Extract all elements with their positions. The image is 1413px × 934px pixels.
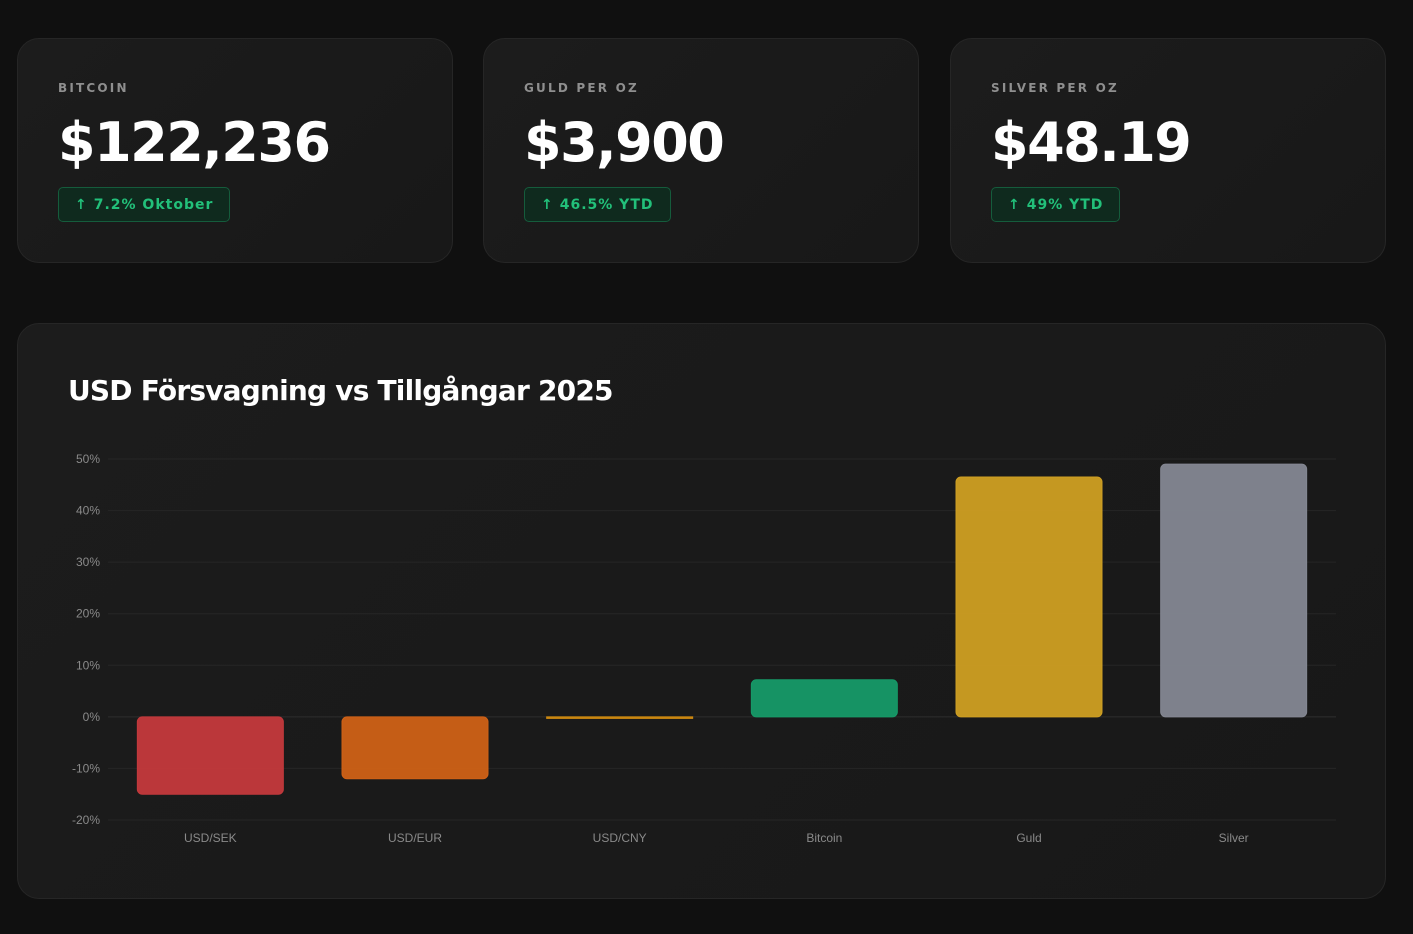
x-tick-label: USD/SEK	[184, 831, 237, 845]
bar-silver	[1160, 463, 1308, 718]
silver-change-text: 49% YTD	[1026, 196, 1104, 213]
y-tick-label: 40%	[76, 504, 100, 518]
gold-price: $3,900	[524, 111, 725, 174]
y-tick-label: 0%	[83, 710, 101, 724]
gold-change-badge: ↑ 46.5% YTD	[524, 187, 671, 222]
arrow-up-icon: ↑	[75, 196, 88, 213]
bitcoin-card: BITCOIN $122,236 ↑ 7.2% Oktober	[17, 38, 453, 263]
arrow-up-icon: ↑	[541, 196, 554, 213]
x-tick-label: Bitcoin	[806, 831, 842, 845]
bar-bitcoin	[750, 679, 898, 718]
y-tick-label: -20%	[72, 813, 100, 827]
y-tick-label: 50%	[76, 452, 100, 466]
silver-price: $48.19	[991, 111, 1192, 174]
bar-chart: 50% 40% 30% 20% 10% 0% -10% -20% USD/SEK USD/EUR U…	[72, 452, 1336, 845]
x-tick-label: Guld	[1016, 831, 1041, 845]
silver-label: SILVER PER OZ	[991, 81, 1119, 95]
x-tick-label: Silver	[1219, 831, 1249, 845]
y-tick-label: 10%	[76, 658, 100, 672]
y-tick-label: 30%	[76, 555, 100, 569]
arrow-up-icon: ↑	[1008, 196, 1021, 213]
gold-label: GULD PER OZ	[524, 81, 639, 95]
x-tick-label: USD/CNY	[593, 831, 647, 845]
bar-guld	[955, 476, 1103, 718]
bitcoin-label: BITCOIN	[58, 81, 129, 95]
silver-card: SILVER PER OZ $48.19 ↑ 49% YTD	[950, 38, 1386, 263]
bar-usd-cny	[546, 716, 694, 719]
y-tick-label: -10%	[72, 761, 100, 775]
bar-usd-eur	[341, 716, 489, 780]
y-tick-label: 20%	[76, 607, 100, 621]
silver-change-badge: ↑ 49% YTD	[991, 187, 1121, 222]
chart-title: USD Försvagning vs Tillgångar 2025	[68, 374, 614, 407]
gold-card: GULD PER OZ $3,900 ↑ 46.5% YTD	[483, 38, 919, 263]
gold-change-text: 46.5% YTD	[559, 196, 654, 213]
bitcoin-price: $122,236	[58, 111, 331, 174]
bitcoin-change-badge: ↑ 7.2% Oktober	[58, 187, 231, 222]
x-tick-label: USD/EUR	[388, 831, 442, 845]
bar-usd-sek	[136, 716, 284, 795]
chart-card: USD Försvagning vs Tillgångar 2025 50% 40…	[17, 323, 1386, 899]
bitcoin-change-text: 7.2% Oktober	[93, 196, 214, 213]
